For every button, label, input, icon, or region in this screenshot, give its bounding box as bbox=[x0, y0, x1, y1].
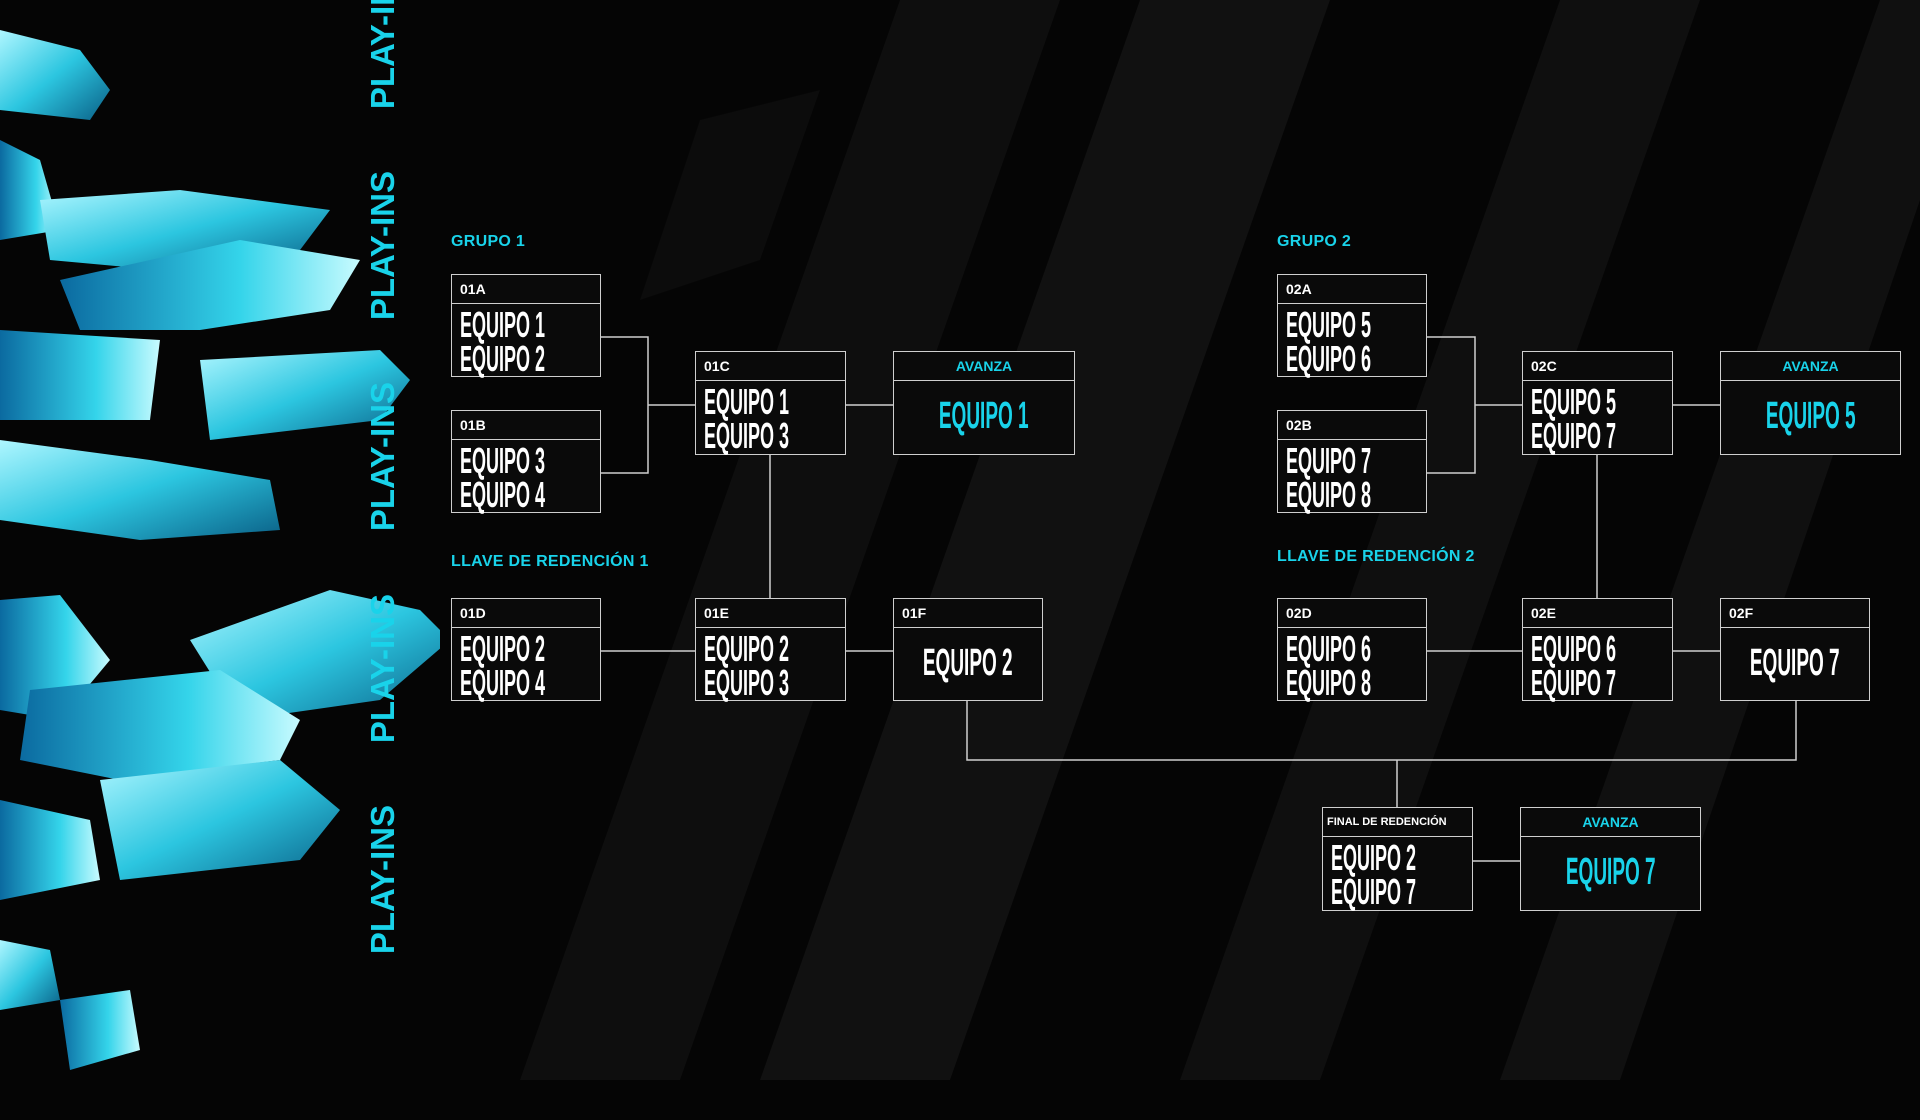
team: EQUIPO 3 bbox=[704, 662, 790, 703]
team: EQUIPO 7 bbox=[1531, 415, 1617, 456]
match-01a: 01A EQUIPO 1 EQUIPO 2 bbox=[451, 274, 601, 377]
team: EQUIPO 7 bbox=[1331, 871, 1417, 912]
team: EQUIPO 4 bbox=[460, 474, 546, 515]
match-id: 02B bbox=[1278, 411, 1426, 440]
advance-final: AVANZA EQUIPO 7 bbox=[1520, 807, 1701, 911]
team: EQUIPO 3 bbox=[460, 440, 546, 481]
team: EQUIPO 5 bbox=[1531, 381, 1617, 422]
match-02d: 02D EQUIPO 6 EQUIPO 8 bbox=[1277, 598, 1427, 701]
team: EQUIPO 2 bbox=[460, 338, 546, 379]
match-id: 01D bbox=[452, 599, 600, 628]
match-01e: 01E EQUIPO 2 EQUIPO 3 bbox=[695, 598, 846, 701]
match-02a: 02A EQUIPO 5 EQUIPO 6 bbox=[1277, 274, 1427, 377]
team: EQUIPO 8 bbox=[1286, 662, 1372, 703]
advancing-team: EQUIPO 7 bbox=[1565, 850, 1656, 893]
team: EQUIPO 6 bbox=[1286, 628, 1372, 669]
redemption-final: FINAL DE REDENCIÓN EQUIPO 2 EQUIPO 7 bbox=[1322, 807, 1473, 911]
match-id: 01F bbox=[894, 599, 1042, 628]
final-title: FINAL DE REDENCIÓN bbox=[1323, 808, 1472, 837]
match-id: 01E bbox=[696, 599, 845, 628]
team: EQUIPO 2 bbox=[704, 628, 790, 669]
team: EQUIPO 1 bbox=[704, 381, 790, 422]
team: EQUIPO 3 bbox=[704, 415, 790, 456]
advance-group-2: AVANZA EQUIPO 5 bbox=[1720, 351, 1901, 455]
group-2-title: GRUPO 2 bbox=[1277, 233, 1352, 250]
match-id: 02F bbox=[1721, 599, 1869, 628]
team: EQUIPO 6 bbox=[1531, 628, 1617, 669]
match-01f: 01F EQUIPO 2 bbox=[893, 598, 1043, 701]
team: EQUIPO 6 bbox=[1286, 338, 1372, 379]
match-01d: 01D EQUIPO 2 EQUIPO 4 bbox=[451, 598, 601, 701]
match-id: 01A bbox=[452, 275, 600, 304]
advance-label: AVANZA bbox=[1721, 352, 1900, 381]
team: EQUIPO 2 bbox=[923, 641, 1013, 684]
advance-group-1: AVANZA EQUIPO 1 bbox=[893, 351, 1075, 455]
match-id: 02C bbox=[1523, 352, 1672, 381]
match-02b: 02B EQUIPO 7 EQUIPO 8 bbox=[1277, 410, 1427, 513]
advance-label: AVANZA bbox=[1521, 808, 1700, 837]
team: EQUIPO 2 bbox=[460, 628, 546, 669]
team: EQUIPO 5 bbox=[1286, 304, 1372, 345]
team: EQUIPO 2 bbox=[1331, 837, 1417, 878]
match-01b: 01B EQUIPO 3 EQUIPO 4 bbox=[451, 410, 601, 513]
match-id: 01B bbox=[452, 411, 600, 440]
match-id: 01C bbox=[696, 352, 845, 381]
team: EQUIPO 7 bbox=[1750, 641, 1840, 684]
match-02c: 02C EQUIPO 5 EQUIPO 7 bbox=[1522, 351, 1673, 455]
bracket-connectors bbox=[600, 336, 1797, 862]
team: EQUIPO 7 bbox=[1531, 662, 1617, 703]
match-id: 02E bbox=[1523, 599, 1672, 628]
team: EQUIPO 4 bbox=[460, 662, 546, 703]
advancing-team: EQUIPO 5 bbox=[1765, 394, 1856, 437]
crystal-artwork bbox=[0, 30, 440, 1070]
team: EQUIPO 1 bbox=[460, 304, 546, 345]
match-02f: 02F EQUIPO 7 bbox=[1720, 598, 1870, 701]
redemption-1-title: LLAVE DE REDENCIÓN 1 bbox=[451, 553, 649, 570]
match-01c: 01C EQUIPO 1 EQUIPO 3 bbox=[695, 351, 846, 455]
redemption-2-title: LLAVE DE REDENCIÓN 2 bbox=[1277, 548, 1475, 565]
match-id: 02D bbox=[1278, 599, 1426, 628]
team: EQUIPO 8 bbox=[1286, 474, 1372, 515]
advancing-team: EQUIPO 1 bbox=[939, 394, 1029, 437]
match-id: 02A bbox=[1278, 275, 1426, 304]
match-02e: 02E EQUIPO 6 EQUIPO 7 bbox=[1522, 598, 1673, 701]
advance-label: AVANZA bbox=[894, 352, 1074, 381]
team: EQUIPO 7 bbox=[1286, 440, 1372, 481]
group-1-title: GRUPO 1 bbox=[451, 233, 526, 250]
